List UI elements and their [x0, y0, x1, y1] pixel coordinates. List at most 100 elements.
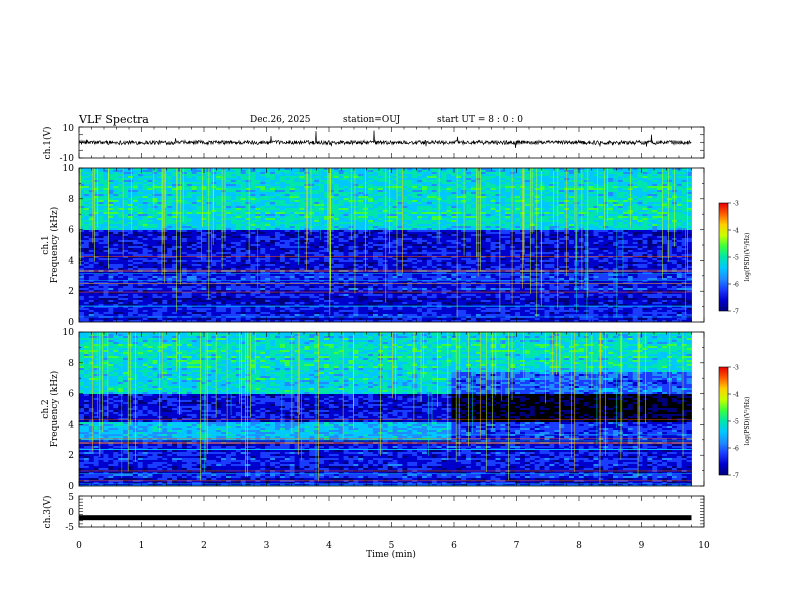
spectrogram-cell [569, 170, 575, 173]
spectrogram-cell [250, 198, 256, 201]
spectrogram-cell [613, 220, 619, 223]
spectrogram-cell [196, 222, 202, 225]
spectrogram-cell [333, 242, 340, 245]
spectrogram-cell [515, 200, 521, 203]
spectrogram-cell [137, 216, 144, 219]
spectrogram-cell [211, 216, 217, 219]
spectrogram-cell [279, 236, 286, 239]
spectrogram-cell [681, 186, 687, 189]
spectrogram-cell [603, 238, 609, 241]
spectrogram-cell [554, 204, 560, 207]
spectrogram-cell [333, 236, 340, 239]
spectrogram-cell [544, 190, 550, 193]
spectrogram-cell [534, 208, 540, 211]
spectrogram-cell [373, 200, 379, 203]
spectrogram-cell [412, 186, 418, 189]
spectrogram-cell [226, 198, 232, 201]
spectrogram-cell [642, 210, 648, 213]
spectrogram-cell [627, 236, 634, 239]
spectrogram-cell [137, 204, 144, 207]
spectrogram-cell [593, 182, 599, 185]
spectrogram-cell [216, 206, 222, 209]
spectrogram-cell [152, 182, 158, 185]
spectrogram-cell [647, 168, 653, 171]
spectrogram-cell [485, 210, 491, 213]
spectrogram-cell [417, 170, 423, 173]
spectrogram-cell [598, 198, 604, 201]
spectrogram-cell [98, 198, 104, 201]
spectrogram-cell [113, 170, 119, 173]
spectrogram-cell [314, 180, 320, 183]
spectrogram-cell [275, 196, 281, 199]
spectrogram-cell [613, 182, 619, 185]
spectrogram-cell [250, 210, 256, 213]
spectrogram-cell [294, 244, 300, 247]
spectrogram-cell [608, 180, 614, 183]
spectrogram-cell [181, 208, 188, 211]
spectrogram-cell [270, 228, 276, 231]
spectrogram-cell [79, 208, 85, 211]
spectrogram-cell [451, 202, 457, 205]
spectrogram-cell [230, 200, 237, 203]
spectrogram-cell [431, 234, 438, 237]
spectrogram-cell [191, 168, 197, 171]
spectrogram-cell [387, 226, 393, 229]
spectrogram-cell [456, 206, 462, 209]
spectrogram-cell [588, 238, 594, 241]
spectrogram-cell [353, 232, 359, 235]
spectrogram-cell [500, 220, 506, 223]
spectrogram-cell [632, 200, 638, 203]
spectrogram-cell [471, 194, 477, 197]
spectrogram-cell [181, 174, 188, 177]
spectrogram-cell [407, 224, 413, 227]
spectrogram-cell [279, 186, 286, 189]
spectrogram-cell [480, 222, 487, 225]
spectrogram-cell [500, 238, 506, 241]
spectrogram-cell [270, 188, 276, 191]
spectrogram-cell [167, 182, 173, 185]
spectrogram-cell [265, 234, 271, 237]
spectrogram-cell [79, 196, 85, 199]
spectrogram-cell [108, 174, 114, 177]
spectrogram-cell [324, 222, 330, 225]
spectrogram-cell [554, 170, 560, 173]
spectrogram-cell [475, 210, 482, 213]
spectrogram-cell [230, 244, 237, 247]
spectrogram-cell [392, 190, 398, 193]
spectrogram-cell [167, 212, 173, 215]
spectrogram-cell [275, 182, 281, 185]
spectrogram-cell [676, 168, 683, 171]
spectrogram-cell [490, 176, 496, 179]
spectrogram-cell [662, 204, 668, 207]
spectrogram-cell [157, 202, 163, 205]
spectrogram-cell [299, 242, 305, 245]
spectrogram-cell [510, 192, 516, 195]
spectrogram-cell [83, 186, 90, 189]
spectrogram-cell [500, 240, 506, 243]
spectrogram-cell [235, 218, 242, 221]
spectrogram-cell [289, 196, 295, 199]
spectrogram-cell [613, 238, 619, 241]
spectrogram-cell [475, 194, 482, 197]
spectrogram-cell [157, 208, 163, 211]
spectrogram-cell [294, 180, 300, 183]
spectrogram-cell [520, 184, 526, 187]
spectrogram-cell [583, 170, 589, 173]
spectrogram-cell [123, 184, 129, 187]
spectrogram-cell [157, 216, 163, 219]
spectrogram-cell [152, 232, 158, 235]
spectrogram-cell [446, 230, 452, 233]
spectrogram-cell [191, 188, 197, 191]
spectrogram-cell [368, 222, 374, 225]
spectrogram-cell [446, 208, 452, 211]
spectrogram-cell [662, 190, 668, 193]
spectrogram-cell [426, 240, 433, 243]
spectrogram-cell [83, 232, 90, 235]
spectrogram-cell [123, 212, 129, 215]
spectrogram-cell [137, 168, 144, 171]
spectrogram-cell [172, 194, 178, 197]
spectrogram-cell [157, 238, 163, 241]
spectrogram-cell [240, 190, 246, 193]
spectrogram-cell [451, 222, 457, 225]
spectrogram-cell [270, 214, 276, 217]
